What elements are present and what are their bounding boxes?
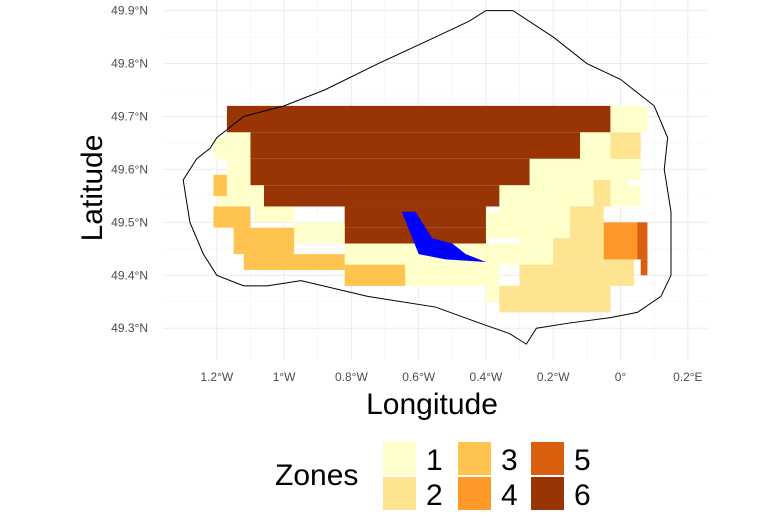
zone-cell-2 xyxy=(570,206,604,239)
zone-cell-1 xyxy=(253,206,295,223)
y-tick-label: 49.5°N xyxy=(111,215,148,229)
zone-cell-1 xyxy=(627,158,641,180)
overlay-shapes xyxy=(182,10,672,345)
zone-cell-2 xyxy=(610,132,641,159)
zone-cell-1 xyxy=(610,185,641,207)
y-tick-labels: 49.3°N 49.4°N 49.5°N 49.6°N 49.7°N 49.8°N 49.9… xyxy=(111,4,148,336)
x-tick-label: 0.4°W xyxy=(470,370,503,384)
zone-cells xyxy=(213,105,648,313)
legend-key-4 xyxy=(458,477,491,510)
y-tick-label: 49.6°N xyxy=(111,162,148,176)
zone-cell-2 xyxy=(499,285,611,313)
x-tick-labels: 1.2°W 1°W 0.8°W 0.6°W 0.4°W 0.2°W 0° 0.2°E xyxy=(200,370,702,384)
y-tick-label: 49.8°N xyxy=(111,57,148,71)
zone-cell-6 xyxy=(263,185,500,207)
legend-label-1: 1 xyxy=(426,444,443,477)
zone-cell-3 xyxy=(344,264,406,286)
legend-title: Zones xyxy=(275,459,358,492)
zone-cell-3 xyxy=(233,227,295,255)
x-tick-label: 1°W xyxy=(273,370,296,384)
zone-cell-6 xyxy=(226,132,581,159)
legend-key-5 xyxy=(531,442,564,475)
legend-label-2: 2 xyxy=(426,479,443,512)
y-tick-label: 49.9°N xyxy=(111,4,148,18)
zone-cell-3 xyxy=(243,254,345,270)
zone-cell-5 xyxy=(640,259,648,276)
zone-cell-2 xyxy=(519,264,634,286)
zone-cell-3 xyxy=(213,206,251,228)
x-tick-label: 0.6°W xyxy=(402,370,435,384)
zone-cell-5 xyxy=(637,222,648,260)
x-tick-label: 0.8°W xyxy=(335,370,368,384)
y-tick-label: 49.4°N xyxy=(111,268,148,282)
x-tick-label: 0° xyxy=(615,370,627,384)
legend-key-3 xyxy=(458,442,491,475)
zone-cell-1 xyxy=(529,158,628,186)
x-tick-label: 0.2°E xyxy=(673,370,702,384)
legend-label-3: 3 xyxy=(501,444,518,477)
legend-label-4: 4 xyxy=(501,479,518,512)
zone-cell-6 xyxy=(250,158,530,186)
x-axis-title: Longitude xyxy=(366,388,498,421)
zone-cell-1 xyxy=(216,185,264,207)
x-tick-label: 1.2°W xyxy=(200,370,233,384)
zone-cell-1 xyxy=(610,105,648,133)
zone-cell-4 xyxy=(603,222,641,260)
zone-cell-1 xyxy=(294,222,345,244)
legend-key-1 xyxy=(383,442,416,475)
y-tick-label: 49.7°N xyxy=(111,109,148,123)
zone-cell-3 xyxy=(213,174,227,196)
highlight-polygon xyxy=(401,211,486,263)
x-tick-label: 0.2°W xyxy=(537,370,570,384)
zone-cell-1 xyxy=(485,211,571,239)
coastline-outline xyxy=(182,10,672,345)
zone-cell-1 xyxy=(226,132,251,186)
y-tick-label: 49.3°N xyxy=(111,321,148,335)
y-axis-title: Latitude xyxy=(76,135,109,242)
zone-cell-1 xyxy=(213,137,227,159)
legend: Zones 12 34 56 xyxy=(275,442,591,512)
zone-cell-2 xyxy=(553,238,604,265)
legend-label-5: 5 xyxy=(574,444,591,477)
zone-cell-2 xyxy=(593,180,611,207)
zone-cell-1 xyxy=(405,264,500,286)
legend-key-2 xyxy=(383,477,416,510)
zone-cell-6 xyxy=(226,105,611,133)
legend-key-6 xyxy=(531,477,564,510)
legend-label-6: 6 xyxy=(574,479,591,512)
